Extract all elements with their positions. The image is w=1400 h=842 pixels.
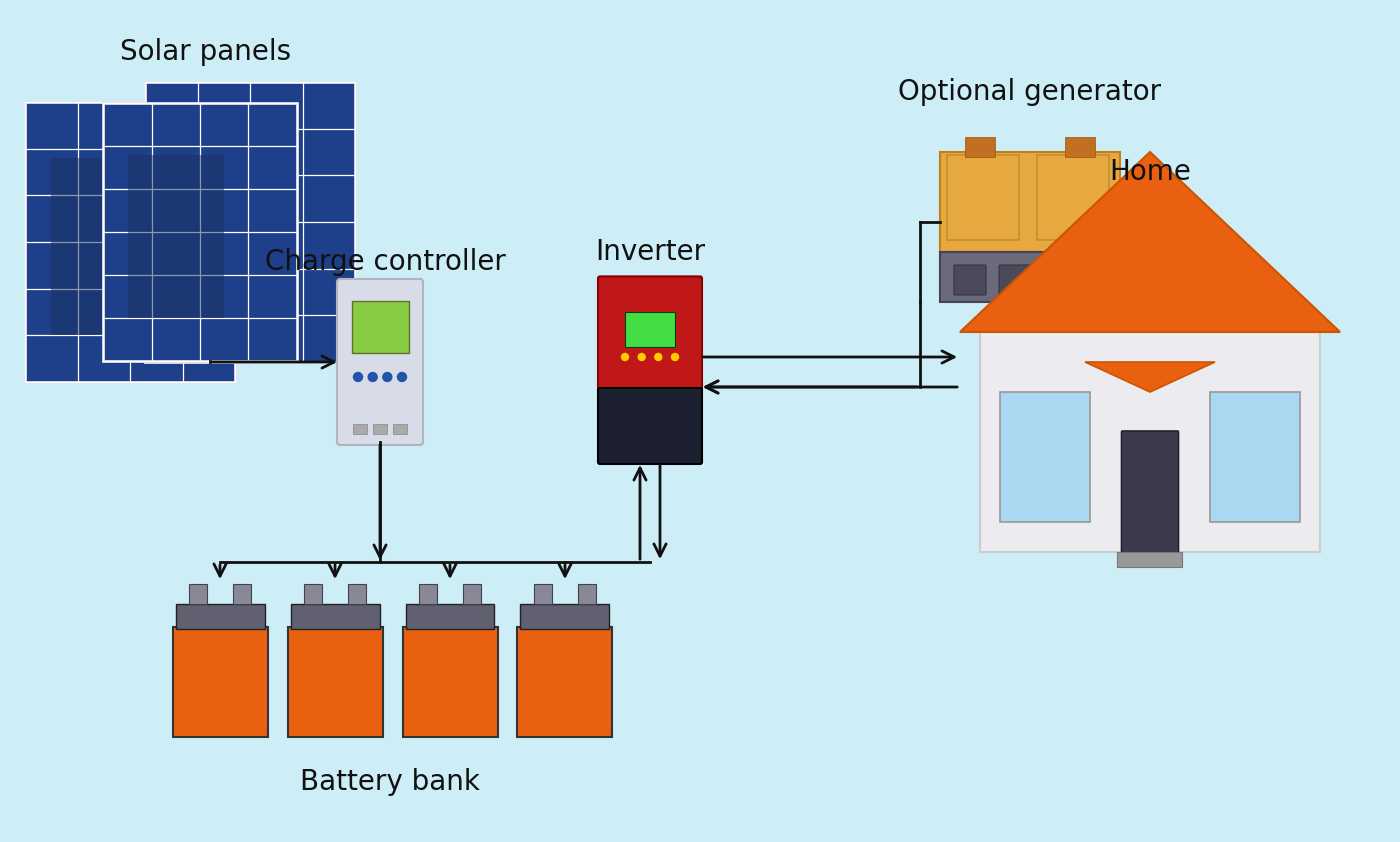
FancyBboxPatch shape xyxy=(175,604,265,629)
FancyBboxPatch shape xyxy=(104,104,297,361)
Polygon shape xyxy=(1085,362,1215,392)
FancyBboxPatch shape xyxy=(403,627,497,737)
FancyBboxPatch shape xyxy=(939,252,1120,302)
FancyBboxPatch shape xyxy=(372,424,386,434)
Circle shape xyxy=(353,372,363,381)
FancyBboxPatch shape xyxy=(146,82,356,362)
FancyBboxPatch shape xyxy=(624,312,675,347)
FancyBboxPatch shape xyxy=(351,301,409,353)
Circle shape xyxy=(638,354,645,360)
FancyBboxPatch shape xyxy=(406,604,494,629)
Circle shape xyxy=(672,354,679,360)
FancyBboxPatch shape xyxy=(533,584,552,604)
FancyBboxPatch shape xyxy=(518,627,612,737)
FancyBboxPatch shape xyxy=(598,276,701,392)
FancyBboxPatch shape xyxy=(1210,392,1301,522)
FancyBboxPatch shape xyxy=(598,388,701,464)
FancyBboxPatch shape xyxy=(172,627,267,737)
Circle shape xyxy=(655,354,662,360)
FancyBboxPatch shape xyxy=(980,332,1320,552)
FancyBboxPatch shape xyxy=(1044,265,1077,295)
FancyBboxPatch shape xyxy=(291,604,379,629)
FancyBboxPatch shape xyxy=(953,265,986,295)
FancyBboxPatch shape xyxy=(304,584,322,604)
FancyBboxPatch shape xyxy=(939,152,1120,252)
Circle shape xyxy=(398,372,406,381)
FancyBboxPatch shape xyxy=(52,158,157,335)
FancyBboxPatch shape xyxy=(1000,265,1030,295)
FancyBboxPatch shape xyxy=(171,138,276,316)
FancyBboxPatch shape xyxy=(353,424,367,434)
Text: Inverter: Inverter xyxy=(595,238,706,266)
Text: Solar panels: Solar panels xyxy=(120,38,291,66)
Polygon shape xyxy=(960,152,1340,332)
FancyBboxPatch shape xyxy=(393,424,407,434)
FancyBboxPatch shape xyxy=(189,584,207,604)
FancyBboxPatch shape xyxy=(337,279,423,445)
Text: Battery bank: Battery bank xyxy=(300,768,480,796)
FancyBboxPatch shape xyxy=(127,155,224,318)
Circle shape xyxy=(622,354,629,360)
FancyBboxPatch shape xyxy=(1121,431,1179,553)
FancyBboxPatch shape xyxy=(287,627,382,737)
FancyBboxPatch shape xyxy=(965,137,995,157)
FancyBboxPatch shape xyxy=(25,102,235,382)
FancyBboxPatch shape xyxy=(232,584,251,604)
FancyBboxPatch shape xyxy=(1065,137,1095,157)
Text: Home: Home xyxy=(1109,158,1191,186)
FancyBboxPatch shape xyxy=(1000,392,1091,522)
Text: Charge controller: Charge controller xyxy=(265,248,505,276)
FancyBboxPatch shape xyxy=(578,584,596,604)
Circle shape xyxy=(368,372,377,381)
FancyBboxPatch shape xyxy=(419,584,437,604)
Text: Optional generator: Optional generator xyxy=(899,78,1162,106)
FancyBboxPatch shape xyxy=(521,604,609,629)
Circle shape xyxy=(382,372,392,381)
FancyBboxPatch shape xyxy=(463,584,482,604)
FancyBboxPatch shape xyxy=(1117,552,1183,567)
FancyBboxPatch shape xyxy=(349,584,365,604)
